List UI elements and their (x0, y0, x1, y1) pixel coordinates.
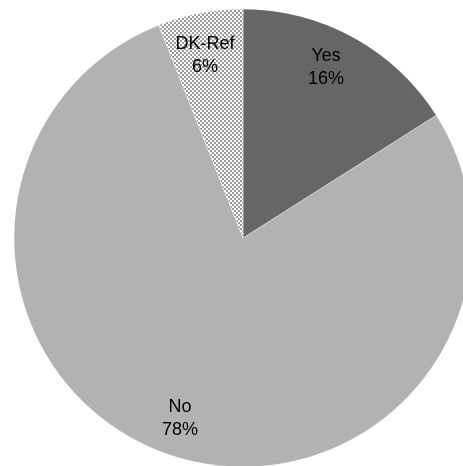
pie-slice-dk-ref (158, 8, 244, 239)
slice-label-dkref-percent: 6% (192, 56, 218, 76)
slice-label-yes-name: Yes (311, 45, 340, 65)
slice-label-no-name: No (168, 396, 191, 416)
pie-slice-yes (242, 8, 437, 239)
slice-label-yes-percent: 16% (308, 68, 344, 88)
slice-label-dkref-name: DK-Ref (175, 33, 235, 53)
pie-slice-no (13, 24, 463, 466)
pie-slices (13, 8, 463, 466)
slice-label-no-percent: 78% (162, 419, 198, 439)
pie-labels: Yes 16% No 78% DK-Ref 6% (162, 33, 344, 439)
